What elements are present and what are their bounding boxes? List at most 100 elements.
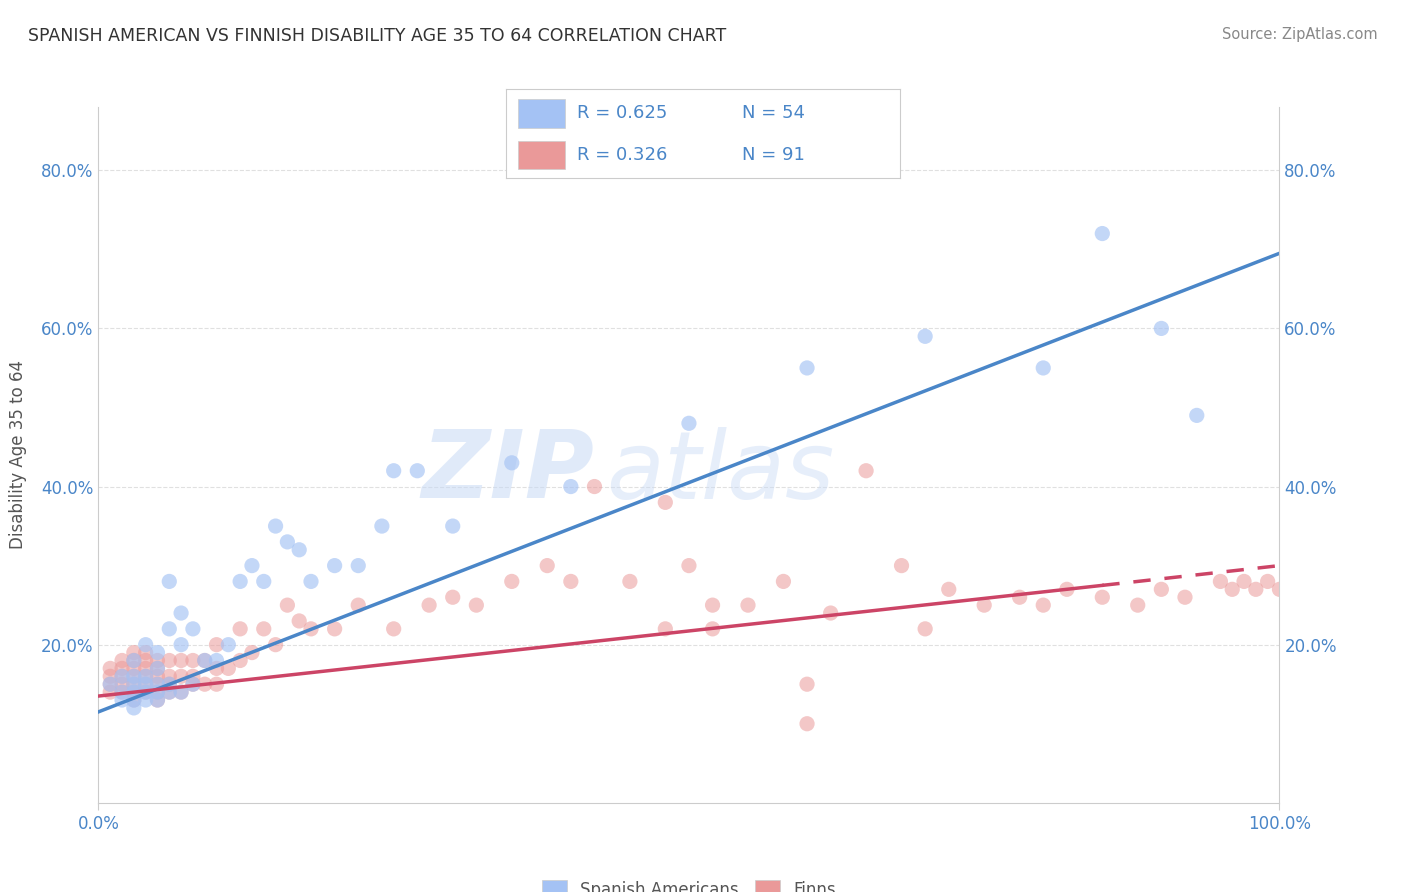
Point	[135, 677, 157, 691]
Point	[914, 329, 936, 343]
Point	[418, 598, 440, 612]
Point	[217, 638, 239, 652]
Point	[229, 574, 252, 589]
Point	[536, 558, 558, 573]
Point	[170, 606, 193, 620]
Point	[276, 598, 298, 612]
Point	[1126, 598, 1149, 612]
Point	[205, 653, 228, 667]
Point	[98, 677, 121, 691]
Point	[264, 519, 287, 533]
Point	[1091, 591, 1114, 605]
Point	[122, 693, 145, 707]
Point	[560, 574, 582, 589]
Point	[253, 622, 276, 636]
Point	[406, 464, 429, 478]
Point	[654, 495, 676, 509]
Point	[181, 669, 204, 683]
Point	[157, 622, 180, 636]
Point	[702, 598, 724, 612]
Point	[135, 685, 157, 699]
Point	[678, 558, 700, 573]
Point	[1209, 574, 1232, 589]
Text: R = 0.326: R = 0.326	[576, 146, 668, 164]
Point	[194, 653, 217, 667]
Point	[98, 685, 121, 699]
Point	[1091, 227, 1114, 241]
Point	[135, 693, 157, 707]
Point	[796, 360, 818, 375]
Point	[229, 622, 252, 636]
Point	[122, 669, 145, 683]
Point	[157, 653, 180, 667]
Point	[111, 669, 134, 683]
Point	[146, 685, 169, 699]
Text: atlas: atlas	[606, 426, 835, 518]
Point	[1032, 598, 1054, 612]
Point	[1244, 582, 1267, 597]
Point	[122, 653, 145, 667]
Point	[253, 574, 276, 589]
Point	[146, 685, 169, 699]
Point	[135, 638, 157, 652]
Point	[1220, 582, 1243, 597]
Point	[146, 693, 169, 707]
Point	[205, 677, 228, 691]
Point	[98, 661, 121, 675]
Point	[299, 622, 322, 636]
Point	[441, 591, 464, 605]
Text: N = 91: N = 91	[742, 146, 806, 164]
Point	[1233, 574, 1256, 589]
Point	[181, 677, 204, 691]
Point	[157, 685, 180, 699]
Point	[146, 677, 169, 691]
Point	[135, 669, 157, 683]
Point	[890, 558, 912, 573]
Y-axis label: Disability Age 35 to 64: Disability Age 35 to 64	[10, 360, 27, 549]
Text: SPANISH AMERICAN VS FINNISH DISABILITY AGE 35 TO 64 CORRELATION CHART: SPANISH AMERICAN VS FINNISH DISABILITY A…	[28, 27, 727, 45]
Point	[181, 653, 204, 667]
Point	[205, 638, 228, 652]
Point	[111, 693, 134, 707]
Point	[323, 558, 346, 573]
Point	[122, 669, 145, 683]
Text: N = 54: N = 54	[742, 104, 806, 122]
Point	[157, 574, 180, 589]
Point	[1268, 582, 1291, 597]
Point	[170, 669, 193, 683]
Text: R = 0.625: R = 0.625	[576, 104, 668, 122]
Point	[146, 661, 169, 675]
Point	[1008, 591, 1031, 605]
Point	[146, 646, 169, 660]
Point	[135, 653, 157, 667]
Point	[157, 669, 180, 683]
Point	[111, 669, 134, 683]
Point	[181, 677, 204, 691]
Point	[1150, 582, 1173, 597]
Point	[382, 464, 405, 478]
Point	[465, 598, 488, 612]
Point	[157, 685, 180, 699]
Point	[111, 677, 134, 691]
Point	[772, 574, 794, 589]
Point	[146, 661, 169, 675]
Point	[654, 622, 676, 636]
Point	[170, 653, 193, 667]
Point	[111, 653, 134, 667]
Point	[122, 685, 145, 699]
Point	[194, 677, 217, 691]
Point	[1032, 360, 1054, 375]
Point	[170, 685, 193, 699]
Point	[170, 638, 193, 652]
Point	[938, 582, 960, 597]
Point	[240, 558, 263, 573]
Point	[122, 646, 145, 660]
Point	[1185, 409, 1208, 423]
Point	[98, 677, 121, 691]
Point	[205, 661, 228, 675]
Text: ZIP: ZIP	[422, 426, 595, 518]
Point	[98, 669, 121, 683]
Point	[122, 661, 145, 675]
Point	[194, 653, 217, 667]
Point	[146, 677, 169, 691]
